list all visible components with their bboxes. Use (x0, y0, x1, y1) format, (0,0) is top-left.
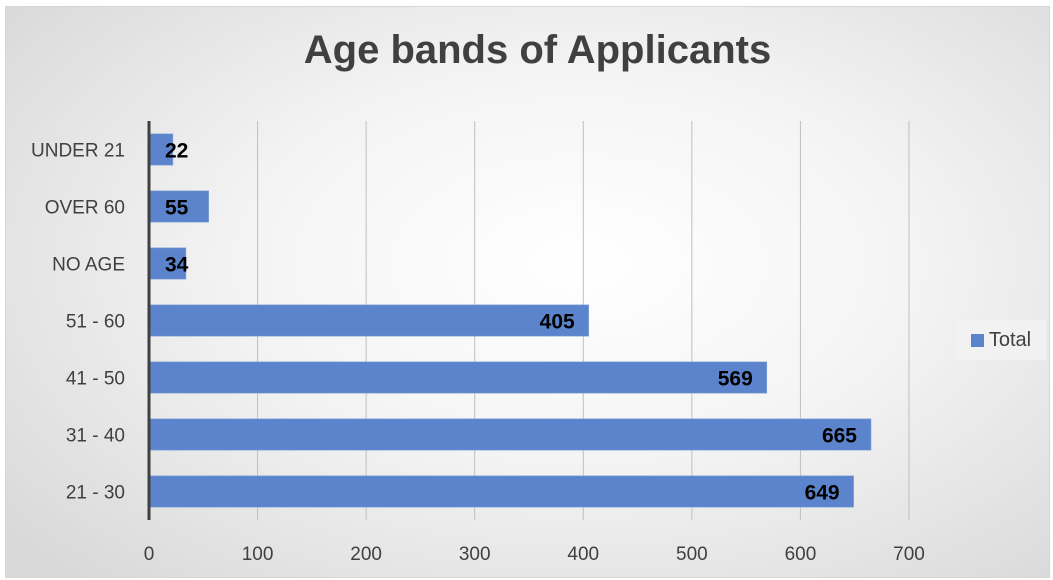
category-label: 51 - 60 (66, 312, 125, 333)
x-tick-label: 500 (676, 544, 708, 565)
legend-swatch (970, 333, 984, 347)
data-label: 34 (165, 254, 189, 277)
data-label: 405 (540, 311, 575, 334)
x-tick-label: 600 (785, 544, 817, 565)
x-tick-label: 100 (242, 544, 274, 565)
data-label: 569 (718, 368, 753, 391)
tick-labels: 0 100 200 300 400 500 600 700 (144, 544, 925, 565)
x-tick-label: 200 (350, 544, 382, 565)
category-label: NO AGE (52, 255, 125, 276)
data-label: 665 (822, 425, 857, 448)
data-label: 22 (165, 140, 188, 163)
category-label: 21 - 30 (66, 483, 125, 504)
bars (148, 133, 872, 508)
x-tick-label: 700 (893, 544, 925, 565)
category-labels: UNDER 21 OVER 60 NO AGE 51 - 60 41 - 50 31 - … (31, 141, 125, 504)
data-label: 649 (805, 482, 840, 505)
bar (148, 304, 590, 337)
bar (148, 190, 210, 223)
category-label: UNDER 21 (31, 141, 125, 162)
x-tick-label: 0 (144, 544, 155, 565)
category-label: OVER 60 (45, 198, 125, 219)
legend: Total (956, 320, 1046, 360)
chart-title: Age bands of Applicants (303, 28, 772, 72)
bar (148, 361, 768, 394)
x-tick-label: 400 (567, 544, 599, 565)
x-tick-label: 300 (459, 544, 491, 565)
data-label: 55 (165, 197, 189, 220)
legend-label-total: Total (988, 328, 1032, 351)
category-label: 41 - 50 (66, 369, 125, 390)
category-label: 31 - 40 (66, 426, 125, 447)
data-labels: 22 55 34 405 569 665 649 (165, 140, 857, 505)
bar (148, 418, 872, 451)
bar (148, 475, 854, 508)
